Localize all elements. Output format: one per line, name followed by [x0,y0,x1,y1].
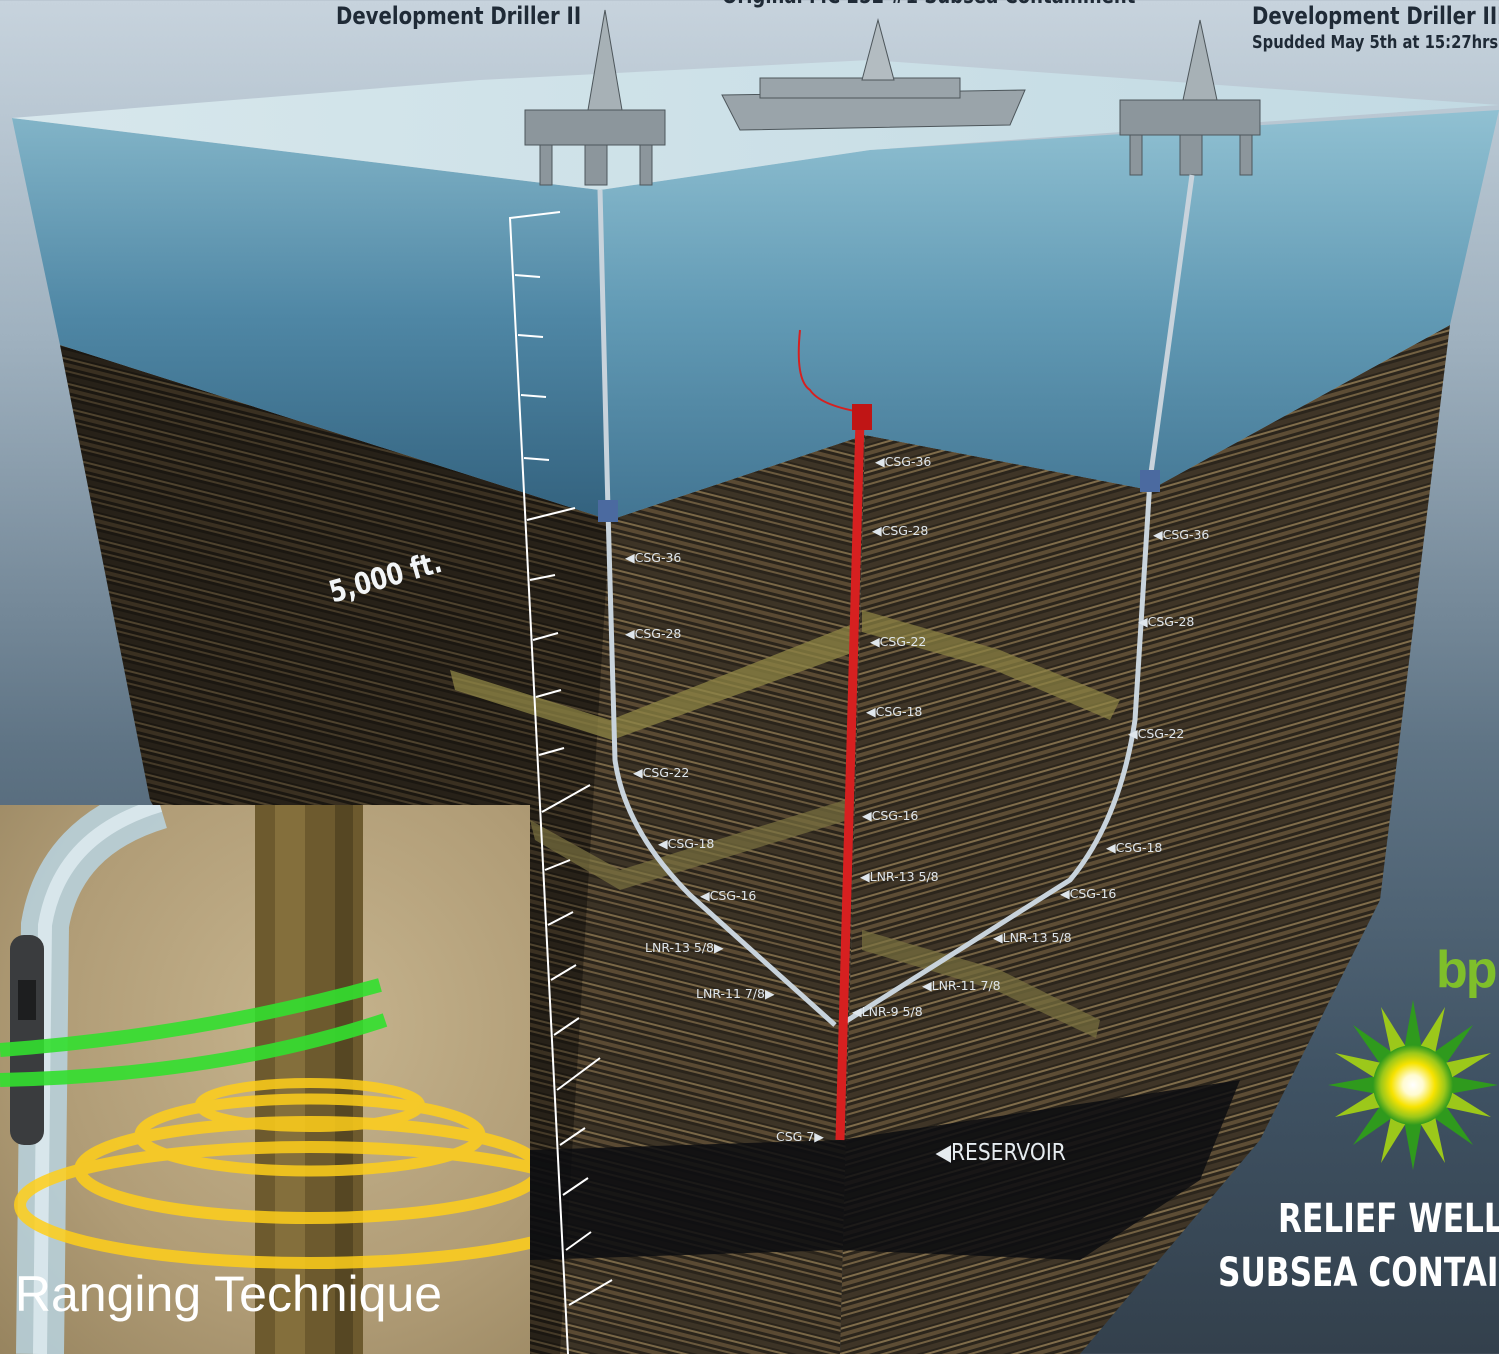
bp-wordmark: bp [1436,941,1498,999]
sand-layer-left [450,625,860,740]
left-rig-title: Development Driller II [336,2,582,30]
center-lnr9-label: ◀LNR-9 5/8 [852,1004,923,1019]
water-left-face [12,118,610,520]
magnetic-field-yellow [14,1078,530,1269]
magnetic-ranging-inset [0,805,530,1354]
right-csg16-label: ◀CSG-16 [1060,886,1116,901]
relief-wells-title: RELIEF WELLS [1278,1196,1499,1242]
right-csg22-label: ◀CSG-22 [1128,726,1184,741]
water-right-face [600,110,1499,520]
center-csg36-label: ◀CSG-36 [875,454,931,469]
reservoir-band [530,1080,1240,1260]
sand-layer-lower-right [862,930,1100,1038]
right-csg18-label: ◀CSG-18 [1106,840,1162,855]
relief-well-left [597,189,837,1027]
left-csg18-label: ◀CSG-18 [658,836,714,851]
left-lnr13-label: LNR-13 5/8▶ [645,940,724,955]
magnetic-field-green [0,978,388,1087]
bop-center [852,404,872,430]
sand-layer-lower-left [530,800,848,890]
right-csg28-label: ◀CSG-28 [1138,614,1194,629]
center-csg16-label: ◀CSG-16 [862,808,918,823]
relief-well-right [838,174,1195,1028]
rig-left-icon [524,9,666,186]
original-well [835,419,865,1141]
left-lnr11-label: LNR-11 7/8▶ [696,986,775,1001]
reservoir-label: ◀RESERVOIR [935,1140,1065,1167]
right-rig-subtitle: Spudded May 5th at 15:27hrs [1252,32,1499,53]
right-lnr11-label: ◀LNR-11 7/8 [922,978,1001,993]
left-csg22-label: ◀CSG-22 [633,765,689,780]
subsea-containment-title: SUBSEA CONTAI [1218,1250,1499,1296]
right-lnr13-label: ◀LNR-13 5/8 [993,930,1072,945]
riser-kink [797,329,861,413]
center-vessel-title: Original MC 252 #1 Subsea Containment [722,0,1135,9]
right-rig-title: Development Driller III [1252,2,1499,30]
bp-helios-icon [1328,1000,1498,1170]
left-csg16-label: ◀CSG-16 [700,888,756,903]
left-csg36-label: ◀CSG-36 [625,550,681,565]
bop-left [598,500,618,522]
center-csg18-label: ◀CSG-18 [866,704,922,719]
right-csg36-label: ◀CSG-36 [1153,527,1209,542]
center-csg22-label: ◀CSG-22 [870,634,926,649]
left-csg28-label: ◀CSG-28 [625,626,681,641]
inset-caption: c Ranging Technique [0,1266,443,1322]
center-vessel-icon [721,18,1026,131]
center-csg7-label: CSG 7▶ [776,1129,824,1144]
rig-right-icon [1119,19,1261,176]
sand-layer-right [862,610,1120,720]
rock-strata-right-face [840,325,1450,1354]
bop-right [1140,470,1160,492]
center-lnr13-label: ◀LNR-13 5/8 [860,869,939,884]
depth-scale [508,211,613,1354]
center-csg28-label: ◀CSG-28 [872,523,928,538]
